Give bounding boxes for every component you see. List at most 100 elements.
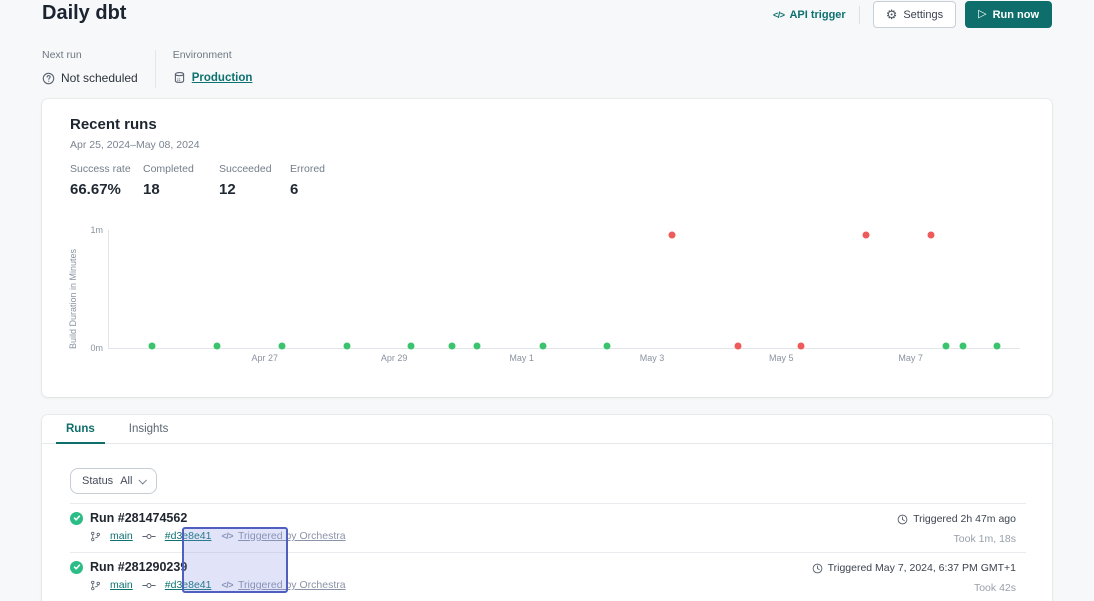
run-dot-success[interactable] [343, 342, 351, 350]
run-title-line: Run #281290239 [70, 560, 346, 574]
x-tick: May 5 [769, 353, 794, 363]
play-icon: ▷ [978, 8, 987, 20]
success-check-icon [70, 511, 83, 525]
settings-label: Settings [903, 8, 944, 21]
recent-runs-stats: Success rate 66.67% Completed 18 Succeed… [70, 163, 327, 198]
run-now-button[interactable]: ▷ Run now [965, 1, 1052, 28]
environment-link[interactable]: Production [191, 71, 253, 84]
run-dot-success[interactable] [993, 342, 1001, 350]
run-took: Took 1m, 18s [953, 533, 1016, 545]
status-filter-dropdown[interactable]: Status All [70, 468, 158, 494]
clock-icon [897, 514, 908, 524]
git-branch-icon [91, 531, 100, 541]
run-right: Triggered 2h 47m ago Took 1m, 18s [897, 511, 1026, 545]
run-dot-error[interactable] [797, 342, 805, 350]
next-run-block: Next run Not scheduled [42, 49, 138, 85]
x-tick: May 1 [509, 353, 534, 363]
next-run-label: Next run [42, 49, 82, 61]
runs-list: Run #281474562 main #d3e8e41 < [70, 503, 1026, 601]
git-branch-icon [91, 580, 100, 590]
run-dot-success[interactable] [148, 342, 156, 350]
run-triggered: Triggered 2h 47m ago [897, 513, 1016, 525]
gear-icon: ⚙ [885, 7, 898, 22]
x-tick: May 7 [898, 353, 923, 363]
code-icon: </> [221, 531, 233, 541]
run-row[interactable]: Run #281474562 main #d3e8e41 < [70, 503, 1026, 552]
run-dot-error[interactable] [668, 231, 676, 239]
run-meta: main #d3e8e41 </> Triggered by Orchestra [90, 579, 346, 591]
run-left: Run #281474562 main #d3e8e41 < [70, 511, 346, 542]
status-filter-label: Status [82, 475, 114, 487]
runs-card: Runs Insights Status All Run #281474562 [42, 415, 1052, 601]
commit-icon [142, 533, 156, 539]
job-overview: Next run Not scheduled Environment Produ [42, 49, 252, 88]
run-dot-success[interactable] [959, 342, 967, 350]
environment-block: Environment Production [173, 49, 253, 84]
status-filter-value: All [120, 475, 133, 487]
code-icon: </> [221, 580, 233, 590]
run-dot-error[interactable] [927, 231, 935, 239]
trigger-wrap: </> Triggered by Orchestra [221, 579, 345, 591]
next-run-value: Not scheduled [42, 71, 138, 85]
stat-completed: Completed 18 [143, 163, 194, 198]
trigger-wrap: </> Triggered by Orchestra [221, 530, 345, 542]
recent-runs-card: Recent runs Apr 25, 2024–May 08, 2024 Su… [42, 99, 1052, 397]
code-icon: </> [772, 9, 785, 20]
success-check-icon [70, 560, 83, 574]
recent-runs-title: Recent runs [70, 116, 157, 133]
commit-link[interactable]: #d3e8e41 [164, 579, 212, 591]
run-title: Run #281474562 [90, 511, 188, 525]
run-now-label: Run now [992, 8, 1039, 21]
branch-link[interactable]: main [110, 579, 133, 591]
settings-button[interactable]: ⚙ Settings [872, 1, 957, 28]
run-dot-success[interactable] [603, 342, 611, 350]
branch-link[interactable]: main [110, 530, 133, 542]
run-right: Triggered May 7, 2024, 6:37 PM GMT+1 Too… [812, 560, 1026, 594]
environment-label: Environment [172, 49, 232, 61]
chart-y-axis-label: Build Duration in Minutes [68, 248, 78, 349]
next-run-text: Not scheduled [61, 71, 138, 85]
run-dot-success[interactable] [473, 342, 481, 350]
y-tick-0m: 0m [90, 343, 103, 353]
run-dot-success[interactable] [942, 342, 950, 350]
x-tick: Apr 29 [380, 353, 408, 363]
run-title-line: Run #281474562 [70, 511, 346, 525]
stat-success-rate: Success rate 66.67% [70, 163, 131, 198]
overview-divider [154, 50, 156, 88]
run-dot-success[interactable] [213, 342, 221, 350]
run-dot-success[interactable] [278, 342, 286, 350]
run-row[interactable]: Run #281290239 main #d3e8e41 < [70, 552, 1026, 601]
stat-succeeded: Succeeded 12 [219, 163, 272, 198]
run-title: Run #281290239 [90, 560, 188, 574]
trigger-link[interactable]: Triggered by Orchestra [238, 579, 346, 591]
stat-errored: Errored 6 [290, 163, 326, 198]
run-dot-error[interactable] [862, 231, 870, 239]
run-dot-success[interactable] [407, 342, 415, 350]
run-dot-success[interactable] [539, 342, 547, 350]
api-trigger-label: API trigger [789, 8, 846, 21]
run-dot-success[interactable] [448, 342, 456, 350]
y-tick-1m: 1m [90, 225, 103, 235]
run-took: Took 42s [973, 582, 1016, 594]
run-triggered: Triggered May 7, 2024, 6:37 PM GMT+1 [812, 562, 1016, 574]
page-title: Daily dbt [42, 2, 127, 24]
commit-link[interactable]: #d3e8e41 [164, 530, 212, 542]
x-tick: May 3 [639, 353, 665, 363]
database-icon [174, 72, 184, 83]
api-trigger-link[interactable]: </> API trigger [773, 9, 846, 21]
trigger-link[interactable]: Triggered by Orchestra [238, 530, 346, 542]
tab-insights[interactable]: Insights [128, 423, 169, 435]
header-divider [858, 5, 860, 24]
run-dot-error[interactable] [734, 342, 742, 350]
tab-bar: Runs Insights [42, 415, 1052, 444]
clock-icon [812, 563, 822, 573]
question-circle-icon [42, 72, 55, 84]
chevron-down-icon [138, 476, 148, 485]
commit-icon [142, 582, 156, 588]
x-tick: Apr 27 [251, 353, 279, 363]
recent-runs-date-range: Apr 25, 2024–May 08, 2024 [70, 139, 200, 151]
run-left: Run #281290239 main #d3e8e41 < [70, 560, 346, 591]
header-actions: </> API trigger ⚙ Settings ▷ Run now [773, 1, 1052, 28]
tab-runs[interactable]: Runs [56, 415, 105, 444]
